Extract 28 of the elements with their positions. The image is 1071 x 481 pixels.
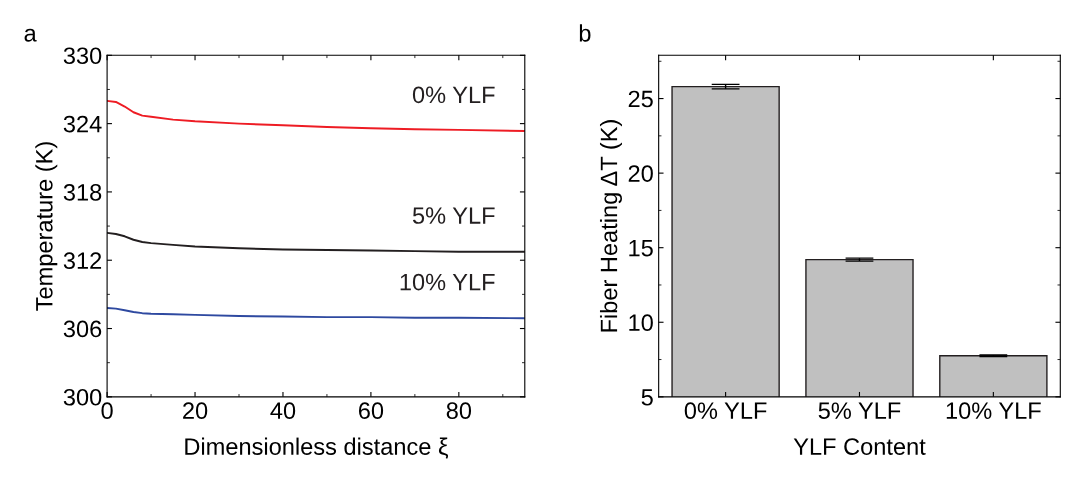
y-tick-label: 318 [63,183,102,201]
y-tick-label: 25 [628,90,653,108]
x-tick-label: 5% YLF [818,402,901,420]
series-label: 0% YLF [412,86,495,104]
chart-title: b [579,24,591,42]
y-tick-label: 300 [63,388,102,406]
y-tick-label: 20 [628,165,653,182]
x-tick-label: 80 [446,402,472,420]
y-tick-label: 324 [63,115,102,133]
x-axis-title: Dimensionless distance ξ [185,437,449,459]
series-label: 10% YLF [400,273,495,291]
y-axis-title: Fiber Heating ΔT (K) [599,120,622,332]
x-tick-label: 10% YLF [946,402,1041,420]
y-tick-label: 15 [629,240,653,257]
y-tick-label: 306 [63,320,102,338]
series-label: 5% YLF [412,207,495,224]
x-tick-label: 20 [183,402,208,420]
x-tick-label: 40 [270,402,296,420]
y-tick-label: 312 [63,252,102,270]
x-axis-title: YLF Content [793,438,926,455]
y-tick-label: 10 [629,314,653,332]
x-tick-label: 0 [101,402,113,420]
chart-title: a [24,28,37,42]
y-tick-label: 5 [641,389,653,406]
y-tick-label: 330 [63,47,102,65]
y-axis-title: Temperature (K) [35,142,58,311]
x-tick-label: 60 [358,402,384,420]
x-tick-label: 0% YLF [684,402,767,420]
